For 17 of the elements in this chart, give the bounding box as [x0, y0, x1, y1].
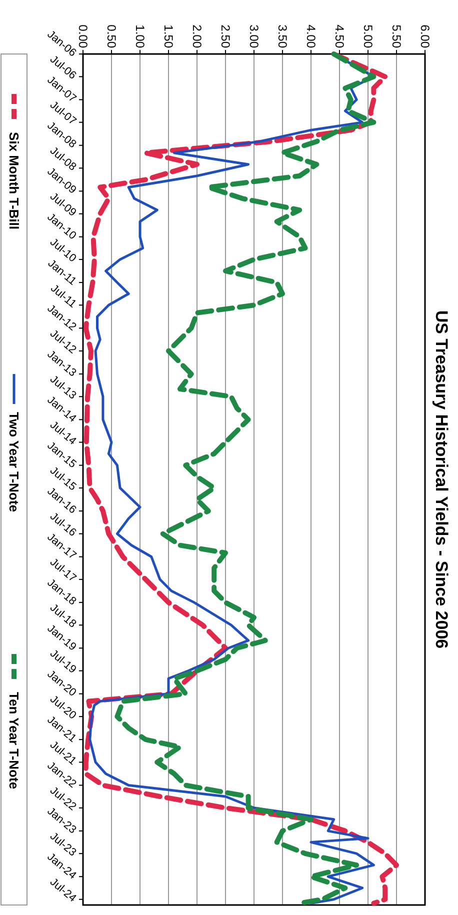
text: US Treasury Historical Yields - Since 2006 — [432, 310, 451, 649]
x-tick-label: 4.50 — [332, 24, 346, 48]
x-tick-label: 0.00 — [76, 24, 90, 48]
x-tick-label: 1.50 — [161, 24, 176, 48]
x-tick-label: 2.00 — [190, 24, 204, 48]
x-tick-label: 3.00 — [246, 24, 261, 48]
x-tick-label: 3.50 — [275, 24, 290, 48]
x-tick-label: 5.00 — [360, 24, 375, 48]
x-tick-label: 1.00 — [132, 24, 147, 48]
x-tick-label: 6.00 — [418, 24, 432, 48]
legend-label: Ten Year T-Note — [6, 692, 22, 790]
x-tick-label: 4.00 — [304, 24, 318, 48]
x-tick-label: 5.50 — [389, 24, 404, 48]
x-tick-label: 0.50 — [104, 24, 118, 48]
legend-label: Six Month T-Bill — [6, 132, 22, 230]
legend-label: Two Year T-Note — [6, 412, 22, 512]
x-tick-label: 2.50 — [218, 24, 232, 48]
